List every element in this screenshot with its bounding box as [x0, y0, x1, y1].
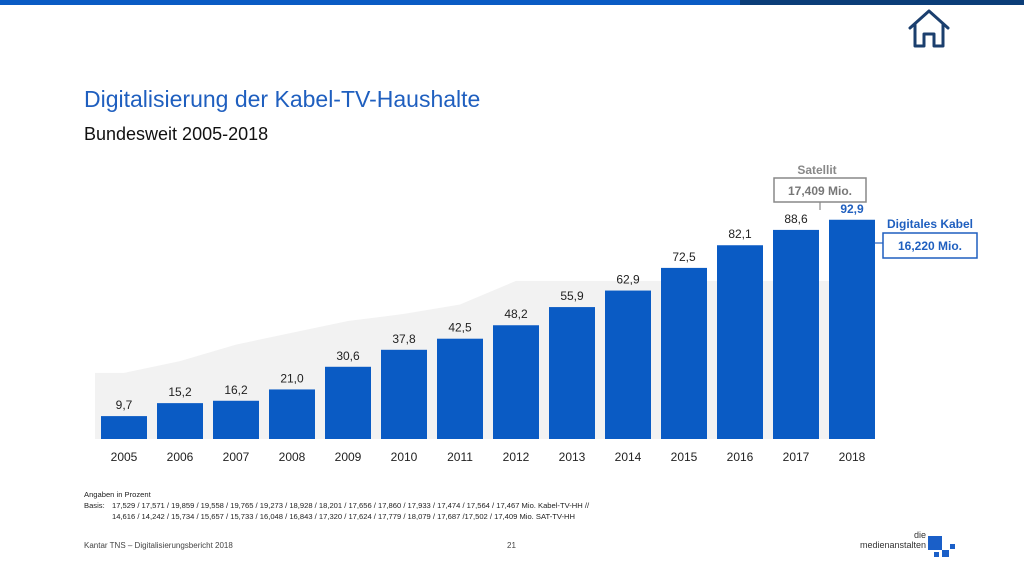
footnote-basis-line2: 14,616 / 14,242 / 15,734 / 15,657 / 15,7…	[112, 512, 575, 521]
value-label-2007: 16,2	[224, 383, 248, 397]
x-tick-2015: 2015	[671, 450, 698, 464]
footnote-basis-row: Basis: 17,529 / 17,571 / 19,859 / 19,558…	[84, 500, 589, 511]
bar-2013	[549, 307, 595, 439]
cable-callout-box	[882, 232, 978, 259]
footnote-basis-spacer	[84, 511, 112, 522]
x-tick-2010: 2010	[391, 450, 418, 464]
cable-callout-label: Digitales Kabel	[887, 217, 973, 231]
value-label-2012: 48,2	[504, 307, 528, 321]
value-label-2016: 82,1	[728, 227, 752, 241]
x-tick-2007: 2007	[223, 450, 250, 464]
x-tick-2011: 2011	[447, 450, 473, 464]
value-label-2014: 62,9	[616, 273, 640, 287]
value-label-2013: 55,9	[560, 289, 584, 303]
top-accent-bar	[0, 0, 740, 5]
logo-square-small-3	[934, 552, 939, 557]
value-label-2018: 92,9	[840, 202, 864, 216]
x-tick-2005: 2005	[111, 450, 138, 464]
page-title: Digitalisierung der Kabel-TV-Haushalte	[84, 86, 481, 112]
x-tick-2008: 2008	[279, 450, 306, 464]
bar-2007	[213, 400, 259, 439]
x-tick-2009: 2009	[335, 450, 362, 464]
value-label-2005: 9,7	[116, 398, 133, 412]
bar-chart: 9,7 15,2 16,2 21,0 30,6 37,8 42,5 48,2 55,9 62,9 7…	[95, 163, 978, 464]
page-subtitle: Bundesweit 2005-2018	[84, 124, 269, 144]
bar-2005	[101, 416, 147, 439]
bar-2016	[717, 245, 763, 439]
top-accent-bar-dark	[740, 0, 1024, 5]
value-label-2010: 37,8	[392, 332, 416, 346]
logo-square-small-1	[942, 550, 949, 557]
logo-text-medienanstalten: medienanstalten	[859, 540, 926, 550]
bar-2015	[661, 267, 707, 439]
value-label-2009: 30,6	[336, 349, 360, 363]
footnote: Angaben in Prozent Basis: 17,529 / 17,57…	[84, 489, 589, 522]
footnote-unit: Angaben in Prozent	[84, 490, 151, 499]
bar-2017	[773, 229, 819, 439]
x-tick-2013: 2013	[559, 450, 586, 464]
bar-2008	[269, 389, 315, 439]
bar-2009	[325, 366, 371, 439]
satellite-callout-value: 17,409 Mio.	[788, 184, 852, 198]
bar-2010	[381, 349, 427, 439]
bar-2006	[157, 403, 203, 439]
footnote-basis-row-2: 14,616 / 14,242 / 15,734 / 15,657 / 15,7…	[84, 511, 589, 522]
page-number: 21	[507, 541, 516, 550]
logo-text-die: die	[913, 530, 926, 540]
home-icon[interactable]	[906, 6, 952, 50]
x-tick-2006: 2006	[167, 450, 194, 464]
value-label-2015: 72,5	[672, 250, 696, 264]
value-label-2008: 21,0	[280, 371, 304, 385]
bar-2014	[605, 290, 651, 439]
footer-source: Kantar TNS – Digitalisierungsbericht 201…	[84, 541, 233, 550]
value-label-2011: 42,5	[448, 321, 472, 335]
logo-square-large	[928, 536, 942, 550]
x-tick-2018: 2018	[839, 450, 866, 464]
medienanstalten-logo: die medienanstalten	[830, 530, 960, 570]
bar-2018	[829, 219, 875, 439]
footnote-basis-line1: 17,529 / 17,571 / 19,859 / 19,558 / 19,7…	[112, 501, 590, 510]
bar-2011	[437, 338, 483, 439]
x-tick-2012: 2012	[503, 450, 530, 464]
footnote-basis-label: Basis:	[84, 501, 105, 510]
value-label-2017: 88,6	[784, 212, 808, 226]
x-tick-2016: 2016	[727, 450, 754, 464]
satellite-callout-label: Satellit	[797, 163, 836, 177]
x-tick-2017: 2017	[783, 450, 810, 464]
cable-callout-value: 16,220 Mio.	[898, 239, 962, 253]
x-tick-2014: 2014	[615, 450, 642, 464]
bar-2012	[493, 325, 539, 439]
logo-square-small-2	[950, 544, 955, 549]
value-label-2006: 15,2	[168, 385, 192, 399]
